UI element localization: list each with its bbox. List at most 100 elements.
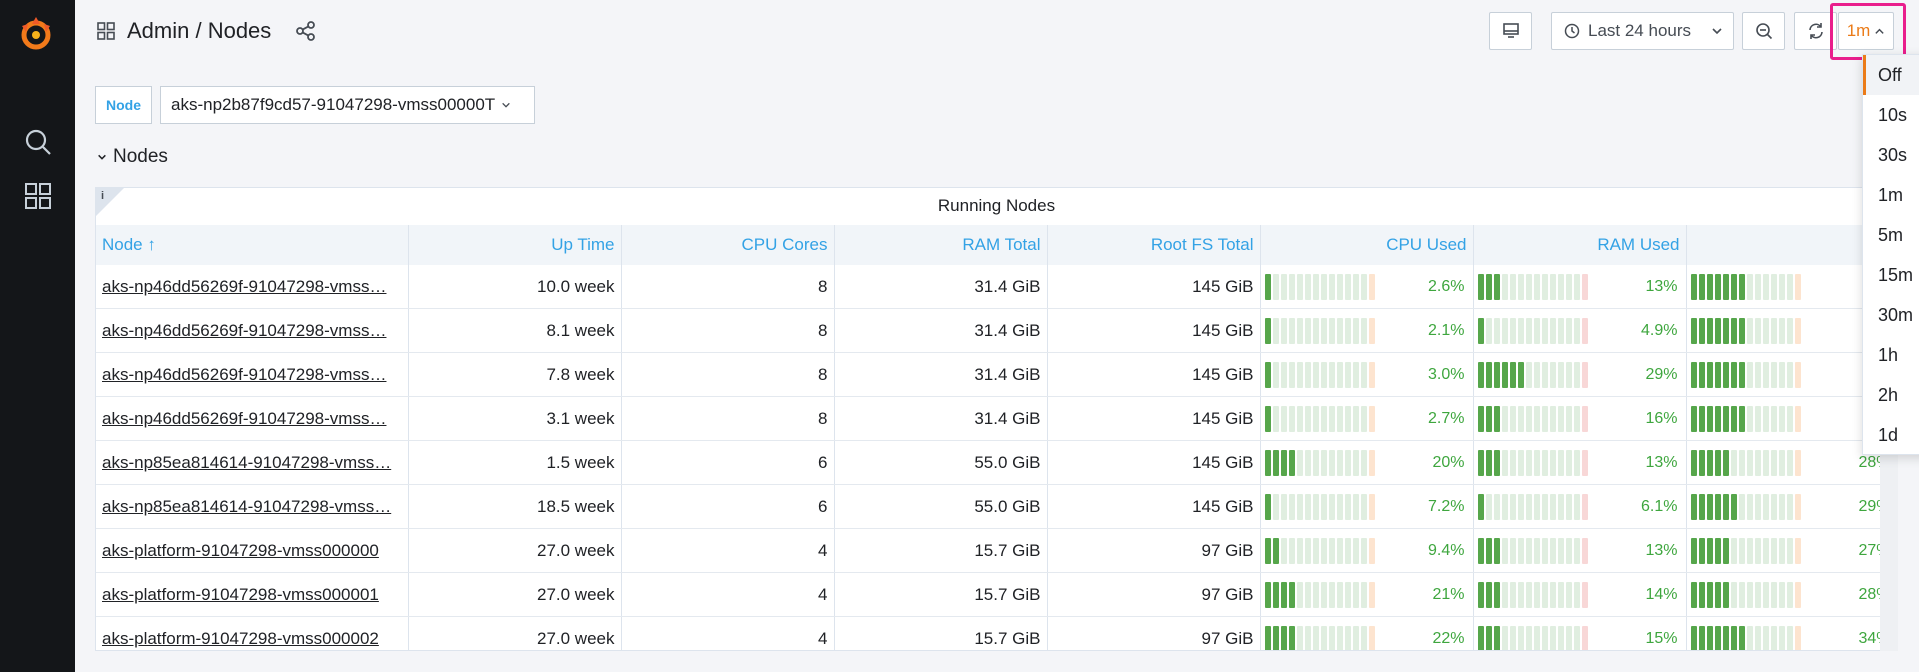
fs-used-cell: 28% xyxy=(1686,440,1897,485)
panel-info-corner[interactable] xyxy=(96,188,124,216)
uptime-cell: 27.0 week xyxy=(408,528,622,573)
fs-used-cell xyxy=(1686,308,1897,353)
refresh-option-30s[interactable]: 30s xyxy=(1863,135,1919,175)
column-header[interactable]: CPU Used xyxy=(1260,225,1474,265)
search-icon[interactable] xyxy=(24,128,52,156)
breadcrumb[interactable]: Admin / Nodes xyxy=(127,18,272,43)
column-header[interactable]: RAM Total xyxy=(834,225,1048,265)
node-link[interactable]: aks-np46dd56269f-91047298-vmss… xyxy=(96,265,409,309)
bar-gauge: 21% xyxy=(1264,581,1469,608)
node-link[interactable]: aks-platform-91047298-vmss000000 xyxy=(96,528,409,573)
table-row: aks-platform-91047298-vmss000000 27.0 wee… xyxy=(96,528,1897,573)
sidebar xyxy=(0,0,75,672)
info-icon: i xyxy=(101,190,105,202)
gauge-value: 2.1% xyxy=(1428,321,1465,339)
uptime-cell: 10.0 week xyxy=(408,265,622,309)
uptime-cell: 7.8 week xyxy=(408,352,622,397)
column-header[interactable]: R xyxy=(1686,225,1897,265)
root-fs-total-cell: 97 GiB xyxy=(1047,528,1261,573)
uptime-cell: 8.1 week xyxy=(408,308,622,353)
node-link[interactable]: aks-np46dd56269f-91047298-vmss… xyxy=(96,308,409,353)
refresh-option-1m[interactable]: 1m xyxy=(1863,175,1919,215)
refresh-option-1d[interactable]: 1d xyxy=(1863,415,1919,455)
tv-mode-button[interactable] xyxy=(1489,12,1532,50)
zoom-out-button[interactable] xyxy=(1742,12,1785,50)
refresh-option-2h[interactable]: 2h xyxy=(1863,375,1919,415)
refresh-option-10s[interactable]: 10s xyxy=(1863,95,1919,135)
cpu-cores-cell: 6 xyxy=(621,484,835,529)
node-variable-select[interactable]: aks-np2b87f9cd57-91047298-vmss00000T xyxy=(160,86,535,124)
bar-gauge: 7.2% xyxy=(1264,493,1469,520)
time-range-picker[interactable]: Last 24 hours xyxy=(1551,12,1734,50)
variable-label: Node xyxy=(95,86,152,124)
bar-gauge: 27% xyxy=(1690,537,1895,564)
panel-title[interactable]: Running Nodes xyxy=(937,196,1056,215)
refresh-option-label: 10s xyxy=(1878,104,1908,125)
node-link[interactable]: aks-platform-91047298-vmss000002 xyxy=(96,616,409,650)
root-fs-total-cell: 145 GiB xyxy=(1047,484,1261,529)
node-link[interactable]: aks-np85ea814614-91047298-vmss… xyxy=(96,440,409,485)
grafana-logo-icon[interactable] xyxy=(16,14,56,54)
node-link[interactable]: aks-np46dd56269f-91047298-vmss… xyxy=(96,352,409,397)
column-header[interactable]: Up Time xyxy=(408,225,622,265)
fs-used-cell: 27% xyxy=(1686,528,1897,573)
root-fs-total-cell: 145 GiB xyxy=(1047,265,1261,309)
highlight-box xyxy=(1830,3,1906,60)
refresh-option-Off[interactable]: Off xyxy=(1863,55,1919,95)
fs-used-cell xyxy=(1686,396,1897,441)
refresh-option-label: Off xyxy=(1878,64,1902,85)
root-fs-total-cell: 97 GiB xyxy=(1047,616,1261,650)
table-row: aks-np85ea814614-91047298-vmss… 18.5 week… xyxy=(96,484,1897,529)
bar-gauge xyxy=(1690,405,1895,432)
cpu-cores-cell: 6 xyxy=(621,440,835,485)
monitor-icon xyxy=(1502,23,1519,38)
refresh-interval-dropdown: Off 10s 30s 1m 5m 15m 30m 1h 2h 1d xyxy=(1862,54,1919,455)
bar-gauge: 34% xyxy=(1690,625,1895,650)
gauge-value: 16% xyxy=(1645,409,1678,427)
nodes-table: Node ↑ Up Time CPU Cores RAM Total Root FS T… xyxy=(96,225,1897,650)
column-header[interactable]: Node ↑ xyxy=(96,225,409,265)
refresh-option-label: 1m xyxy=(1878,184,1904,205)
table-row: aks-np85ea814614-91047298-vmss… 1.5 week 6… xyxy=(96,440,1897,485)
refresh-option-30m[interactable]: 30m xyxy=(1863,295,1919,335)
refresh-option-1h[interactable]: 1h xyxy=(1863,335,1919,375)
root-fs-total-cell: 145 GiB xyxy=(1047,440,1261,485)
refresh-option-15m[interactable]: 15m xyxy=(1863,255,1919,295)
ram-used-cell: 15% xyxy=(1473,616,1687,650)
refresh-button[interactable] xyxy=(1794,12,1837,50)
root-fs-total-cell: 97 GiB xyxy=(1047,572,1261,617)
cpu-used-cell: 2.1% xyxy=(1260,308,1474,353)
time-range-label: Last 24 hours xyxy=(1588,21,1692,40)
column-header[interactable]: Root FS Total xyxy=(1047,225,1261,265)
table-row: aks-platform-91047298-vmss000002 27.0 wee… xyxy=(96,616,1897,650)
root-fs-total-cell: 145 GiB xyxy=(1047,308,1261,353)
refresh-interval-picker[interactable]: 1m xyxy=(1838,12,1894,50)
dashboards-icon[interactable] xyxy=(24,182,52,210)
refresh-icon xyxy=(1808,23,1823,39)
bar-gauge: 28% xyxy=(1690,581,1895,608)
node-link[interactable]: aks-platform-91047298-vmss000001 xyxy=(96,572,409,617)
ram-total-cell: 55.0 GiB xyxy=(834,484,1048,529)
table-row: aks-np46dd56269f-91047298-vmss… 3.1 week 8… xyxy=(96,396,1897,441)
refresh-option-5m[interactable]: 5m xyxy=(1863,215,1919,255)
zoom-out-icon xyxy=(1755,23,1772,40)
column-header[interactable]: CPU Cores xyxy=(621,225,835,265)
node-link[interactable]: aks-np85ea814614-91047298-vmss… xyxy=(96,484,409,529)
gauge-value: 2.6% xyxy=(1428,277,1465,295)
column-header[interactable]: RAM Used xyxy=(1473,225,1687,265)
refresh-interval-label: 1m xyxy=(1846,21,1871,40)
ram-total-cell: 15.7 GiB xyxy=(834,528,1048,573)
refresh-option-label: 1d xyxy=(1878,424,1899,445)
cpu-cores-cell: 8 xyxy=(621,265,835,309)
node-link[interactable]: aks-np46dd56269f-91047298-vmss… xyxy=(96,396,409,441)
ram-total-cell: 31.4 GiB xyxy=(834,352,1048,397)
bar-gauge: 2.1% xyxy=(1264,317,1469,344)
cpu-cores-cell: 8 xyxy=(621,396,835,441)
uptime-cell: 1.5 week xyxy=(408,440,622,485)
bar-gauge: 28% xyxy=(1690,449,1895,476)
share-icon[interactable] xyxy=(295,20,317,42)
ram-total-cell: 31.4 GiB xyxy=(834,308,1048,353)
cpu-cores-cell: 4 xyxy=(621,572,835,617)
nodes-row-header[interactable]: Nodes xyxy=(97,146,168,168)
gauge-value: 15% xyxy=(1645,629,1678,647)
